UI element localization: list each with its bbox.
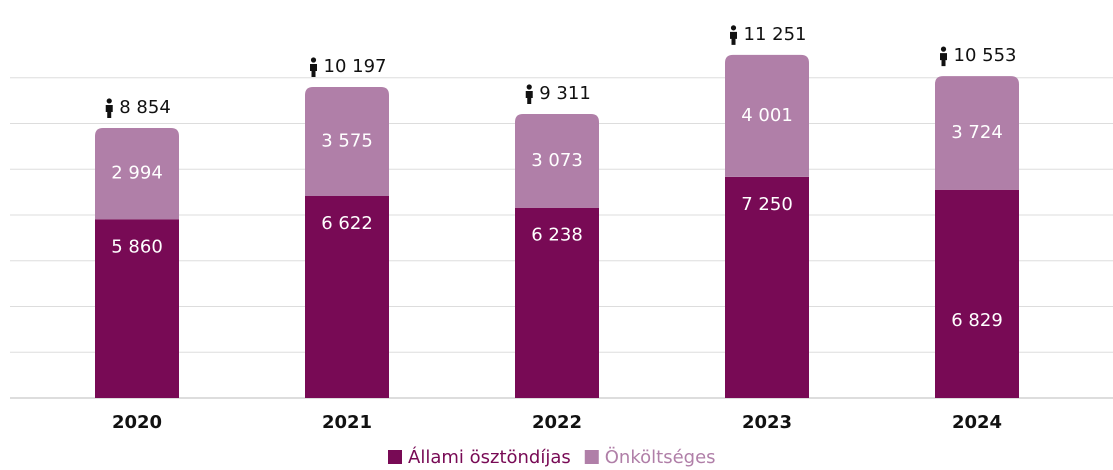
total-label: 8 854 xyxy=(119,97,171,118)
bar-segment xyxy=(95,127,179,220)
bar-segment xyxy=(95,219,179,398)
legend-label: Állami ösztöndíjas xyxy=(408,446,571,468)
bar-segment xyxy=(725,176,809,398)
total-label: 10 553 xyxy=(954,45,1017,66)
value-label: 7 250 xyxy=(741,194,793,215)
value-label: 6 622 xyxy=(321,213,373,234)
legend-label: Önköltséges xyxy=(605,446,716,468)
person-icon xyxy=(940,46,947,52)
value-label: 2 994 xyxy=(111,163,163,184)
total-label: 9 311 xyxy=(539,83,591,104)
value-label: 5 860 xyxy=(111,236,163,257)
bar-segment xyxy=(935,76,1019,190)
person-icon xyxy=(310,63,318,77)
value-label: 6 238 xyxy=(531,225,583,246)
x-tick-label: 2020 xyxy=(112,412,162,433)
bar-segment xyxy=(515,207,599,398)
value-label: 3 575 xyxy=(321,131,373,152)
bar-segment xyxy=(515,114,599,208)
value-label: 6 829 xyxy=(951,310,1003,331)
total-label: 10 197 xyxy=(324,56,387,77)
bar-segment xyxy=(725,54,809,177)
bar-segment xyxy=(305,196,389,398)
bar-segment xyxy=(935,189,1019,398)
x-tick-label: 2021 xyxy=(322,412,372,433)
person-icon xyxy=(730,31,738,45)
person-icon xyxy=(526,84,532,90)
legend-swatch xyxy=(388,450,402,464)
person-icon xyxy=(940,53,948,67)
legend-swatch xyxy=(584,450,599,464)
person-icon xyxy=(730,25,737,31)
person-icon xyxy=(310,57,317,63)
x-tick-label: 2022 xyxy=(532,412,582,433)
person-icon xyxy=(106,98,112,104)
x-tick-label: 2024 xyxy=(952,412,1002,433)
value-label: 3 724 xyxy=(951,122,1003,143)
bar-segment xyxy=(305,86,389,197)
value-label: 4 001 xyxy=(741,105,793,126)
person-icon xyxy=(105,104,113,118)
value-label: 3 073 xyxy=(531,150,583,171)
x-tick-label: 2023 xyxy=(742,412,792,433)
person-icon xyxy=(525,91,533,105)
total-label: 11 251 xyxy=(744,24,807,45)
